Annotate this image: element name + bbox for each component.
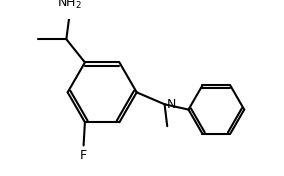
Text: F: F — [80, 149, 87, 162]
Text: N: N — [166, 98, 176, 111]
Text: NH$_2$: NH$_2$ — [57, 0, 82, 11]
